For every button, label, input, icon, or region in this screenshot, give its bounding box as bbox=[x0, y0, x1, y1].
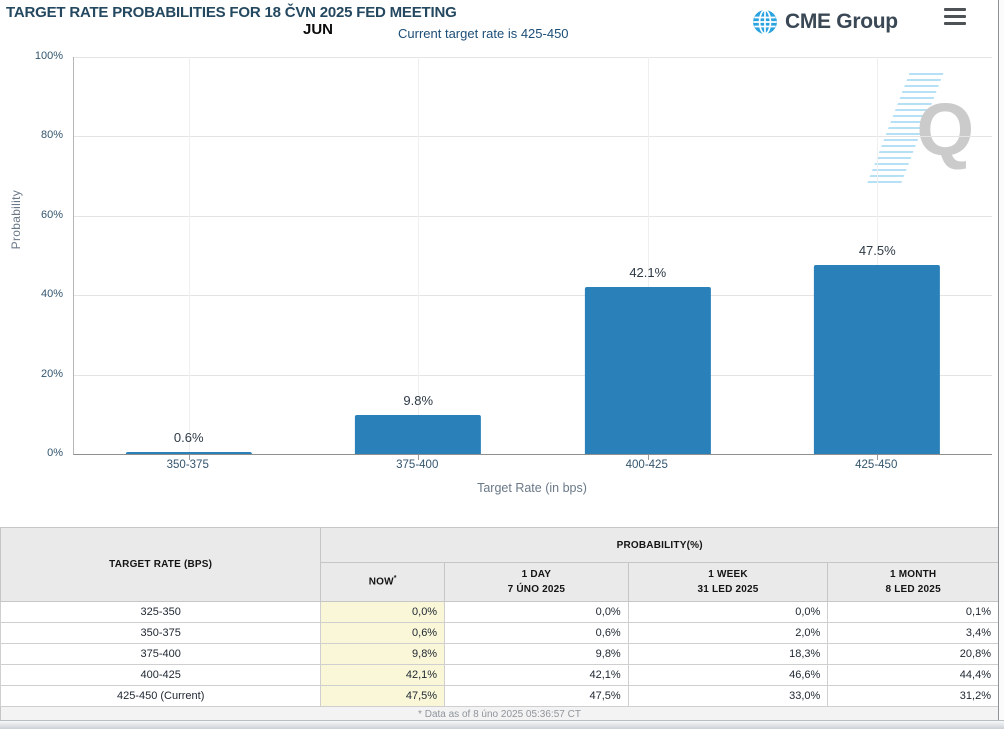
table-sub-header: NOW* bbox=[320, 562, 446, 602]
target-rate-cell: 375-400 bbox=[0, 643, 322, 665]
y-tick-label: 20% bbox=[40, 367, 63, 380]
bar-value-label: 0.6% bbox=[173, 429, 204, 445]
bar-slot: 9.8% bbox=[304, 57, 534, 460]
table-row: 375-400 9,8% 9,8% 18,3% 20,8% bbox=[0, 643, 999, 665]
probability-now-cell: 47,5% bbox=[320, 685, 446, 707]
probability-cell: 3,4% bbox=[827, 622, 999, 644]
probability-cell: 46,6% bbox=[627, 664, 829, 686]
target-rate-cell: 350-375 bbox=[0, 622, 322, 644]
probability-bar bbox=[814, 265, 941, 454]
probability-table: TARGET RATE (BPS) PROBABILITY(%) NOW* 1 D… bbox=[0, 527, 999, 723]
table-footnote-row: * Data as of 8 úno 2025 05:36:57 CT bbox=[0, 706, 999, 723]
x-axis-tickmark bbox=[877, 455, 879, 460]
x-category-label: 425-450 bbox=[855, 459, 898, 471]
hamburger-icon bbox=[944, 22, 966, 25]
probability-cell: 0,0% bbox=[627, 601, 829, 623]
probability-bar bbox=[355, 415, 482, 454]
table-row: 350-375 0,6% 0,6% 2,0% 3,4% bbox=[0, 622, 999, 644]
y-tick-label: 0% bbox=[47, 447, 63, 459]
prob-table-body: 325-350 0,0% 0,0% 0,0% 0,1% 350-375 0,6% 0,6% 2,… bbox=[0, 601, 999, 707]
horizontal-scrollbar[interactable] bbox=[0, 720, 1004, 729]
gridline-horizontal bbox=[74, 295, 992, 297]
probability-cell: 42,1% bbox=[444, 664, 629, 686]
brand-name: CME Group bbox=[785, 10, 898, 33]
y-axis-ticks: 100% 80% 60% 40% 20% 0% bbox=[0, 50, 66, 459]
target-rate-cell: 325-350 bbox=[0, 601, 322, 623]
x-axis-title: Target Rate (in bps) bbox=[477, 481, 587, 495]
probability-now-cell: 9,8% bbox=[320, 643, 446, 665]
globe-icon bbox=[752, 9, 778, 35]
hamburger-menu-button[interactable] bbox=[944, 8, 966, 29]
bar-value-label: 42.1% bbox=[629, 264, 667, 280]
probability-cell: 0,6% bbox=[444, 622, 629, 644]
x-axis-tickmark bbox=[188, 455, 190, 460]
y-tick-label: 80% bbox=[40, 129, 63, 142]
table-sub-header: 1 DAY 7 ÚNO 2025 bbox=[444, 562, 629, 602]
probability-cell: 18,3% bbox=[627, 643, 829, 665]
vertical-scrollbar[interactable] bbox=[998, 0, 1004, 729]
table-sub-header: 1 MONTH 8 LED 2025 bbox=[827, 562, 999, 602]
table-group-header-row: TARGET RATE (BPS) PROBABILITY(%) bbox=[0, 527, 999, 602]
table-row: 400-425 42,1% 42,1% 46,6% 44,4% bbox=[0, 664, 999, 686]
quikstrike-q-watermark: Q bbox=[866, 73, 974, 189]
gridline-horizontal bbox=[74, 215, 992, 217]
probability-cell: 9,8% bbox=[444, 643, 629, 665]
cme-group-logo[interactable]: CME Group bbox=[752, 9, 898, 35]
probability-bar bbox=[584, 286, 711, 454]
x-category-label: 400-425 bbox=[625, 459, 668, 471]
probability-cell: 0,0% bbox=[444, 601, 629, 623]
bar-value-label: 47.5% bbox=[858, 243, 896, 259]
data-as-of-footnote: * Data as of 8 úno 2025 05:36:57 CT bbox=[0, 706, 999, 723]
y-tick-label: 40% bbox=[40, 288, 63, 301]
bar-value-label: 9.8% bbox=[403, 393, 434, 409]
watermark-letter: Q bbox=[916, 88, 974, 171]
bar-slot: 42.1% bbox=[533, 57, 763, 460]
x-category-label: 375-400 bbox=[396, 459, 439, 471]
x-axis-tickmark bbox=[418, 455, 420, 460]
y-tick-label: 100% bbox=[34, 50, 63, 62]
probability-group-header: PROBABILITY(%) bbox=[320, 527, 999, 563]
gridline-horizontal bbox=[74, 57, 992, 58]
month-label: JUN bbox=[303, 21, 334, 38]
page-title: TARGET RATE PROBABILITIES FOR 18 ČVN 202… bbox=[6, 4, 457, 21]
x-axis-categories: 350-375 375-400 400-425 425-450 bbox=[73, 459, 991, 475]
plot-area: Q 0.6% 9.8% 42.1% 47.5% bbox=[73, 57, 993, 460]
target-rate-column-header: TARGET RATE (BPS) bbox=[0, 527, 322, 602]
gridline-vertical bbox=[188, 57, 190, 454]
probability-bar bbox=[125, 451, 252, 454]
probability-cell: 44,4% bbox=[827, 664, 999, 686]
probability-now-cell: 0,0% bbox=[320, 601, 446, 623]
table-sub-header-row: NOW* 1 DAY 7 ÚNO 2025 1 WEEK 31 LED 2025 1 MO… bbox=[1, 562, 999, 602]
probability-cell: 2,0% bbox=[627, 622, 829, 644]
x-axis-tickmark bbox=[647, 455, 649, 460]
gridline-horizontal bbox=[74, 136, 992, 138]
probability-now-cell: 0,6% bbox=[320, 622, 446, 644]
hamburger-icon bbox=[944, 15, 966, 18]
hamburger-icon bbox=[944, 8, 966, 11]
probability-now-cell: 42,1% bbox=[320, 664, 446, 686]
bar-slot: 47.5% bbox=[763, 57, 993, 460]
probability-cell: 47,5% bbox=[444, 685, 629, 707]
current-target-rate-note: Current target rate is 425-450 bbox=[398, 26, 569, 41]
probability-cell: 0,1% bbox=[827, 601, 999, 623]
gridline-vertical bbox=[877, 57, 879, 454]
y-tick-label: 60% bbox=[40, 208, 63, 221]
gridline-vertical bbox=[418, 57, 420, 454]
probability-cell: 20,8% bbox=[827, 643, 999, 665]
target-rate-cell: 425-450 (Current) bbox=[0, 685, 322, 707]
x-category-label: 350-375 bbox=[166, 459, 209, 471]
probability-cell: 31,2% bbox=[827, 685, 999, 707]
probability-cell: 33,0% bbox=[627, 685, 829, 707]
bar-slot: 0.6% bbox=[74, 57, 304, 460]
gridline-vertical bbox=[647, 57, 649, 454]
table-row: 425-450 (Current) 47,5% 47,5% 33,0% 31,2% bbox=[0, 685, 999, 707]
table-row: 325-350 0,0% 0,0% 0,0% 0,1% bbox=[0, 601, 999, 623]
table-sub-header: 1 WEEK 31 LED 2025 bbox=[627, 562, 829, 602]
target-rate-cell: 400-425 bbox=[0, 664, 322, 686]
gridline-horizontal bbox=[74, 374, 992, 376]
